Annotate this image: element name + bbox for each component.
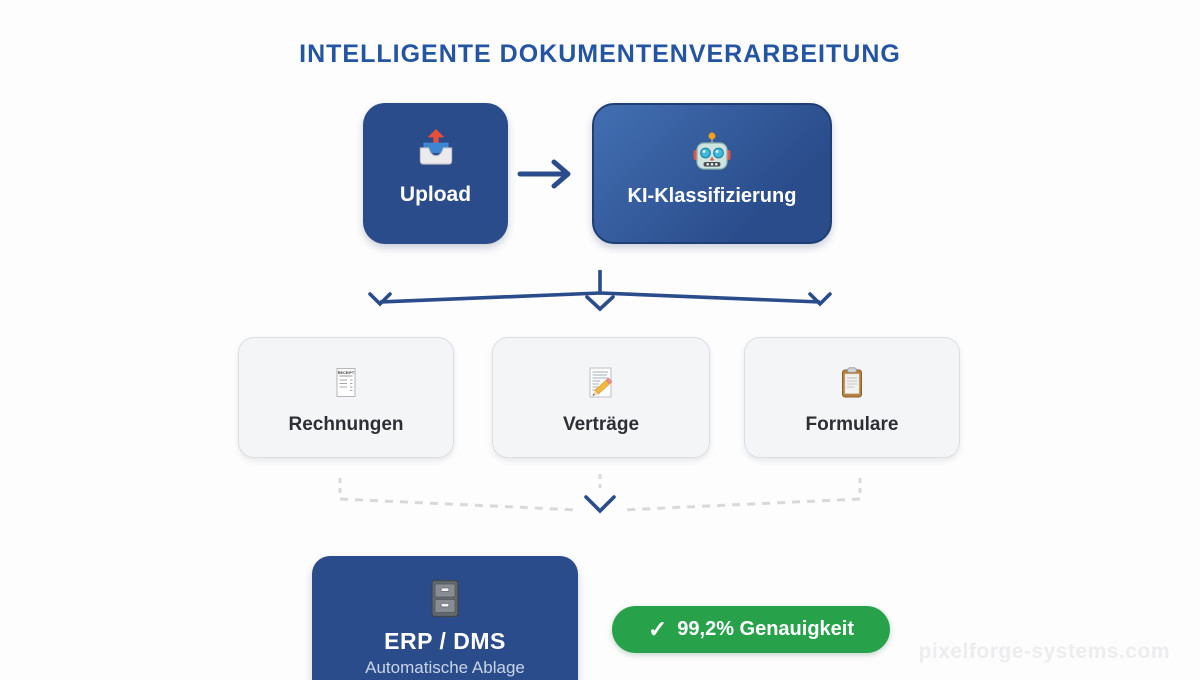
vertraege-label: Verträge: [562, 414, 640, 435]
branch-connector: [368, 270, 832, 312]
receipt-icon-text: RECEIPT: [338, 371, 355, 375]
page-title: INTELLIGENTE DOKUMENTENVERARBEITUNG: [299, 40, 901, 68]
upload-label: Upload: [399, 183, 472, 206]
category-card-rechnungen: RECEIPT Rechnungen: [238, 337, 454, 458]
outbox-tray-icon: [413, 127, 459, 175]
erp-dms-subtitle: Automatische Ablage: [365, 658, 525, 677]
robot-icon: [690, 129, 734, 177]
ki-classification-node: KI-Klassifizierung: [592, 103, 832, 244]
erp-dms-title: ERP / DMS: [384, 628, 506, 654]
accuracy-badge: ✓ 99,2% Genauigkeit: [612, 606, 890, 653]
receipt-icon: RECEIPT: [329, 364, 363, 402]
file-cabinet-icon: [424, 578, 466, 620]
rechnungen-label: Rechnungen: [288, 414, 404, 435]
ki-classification-label: KI-Klassifizierung: [627, 185, 797, 207]
converge-connector: [338, 474, 862, 514]
formulare-label: Formulare: [805, 414, 899, 435]
check-icon: ✓: [647, 616, 668, 642]
memo-icon: [583, 364, 619, 402]
category-card-vertraege: Verträge: [492, 337, 710, 458]
clipboard-icon: [835, 364, 869, 402]
erp-dms-node: ERP / DMS Automatische Ablage: [312, 556, 578, 680]
accuracy-badge-label: 99,2% Genauigkeit: [677, 618, 855, 640]
watermark: pixelforge-systems.com: [918, 640, 1170, 663]
arrow-right-icon: [517, 159, 571, 189]
category-card-formulare: Formulare: [744, 337, 960, 458]
upload-node: Upload: [363, 103, 508, 244]
